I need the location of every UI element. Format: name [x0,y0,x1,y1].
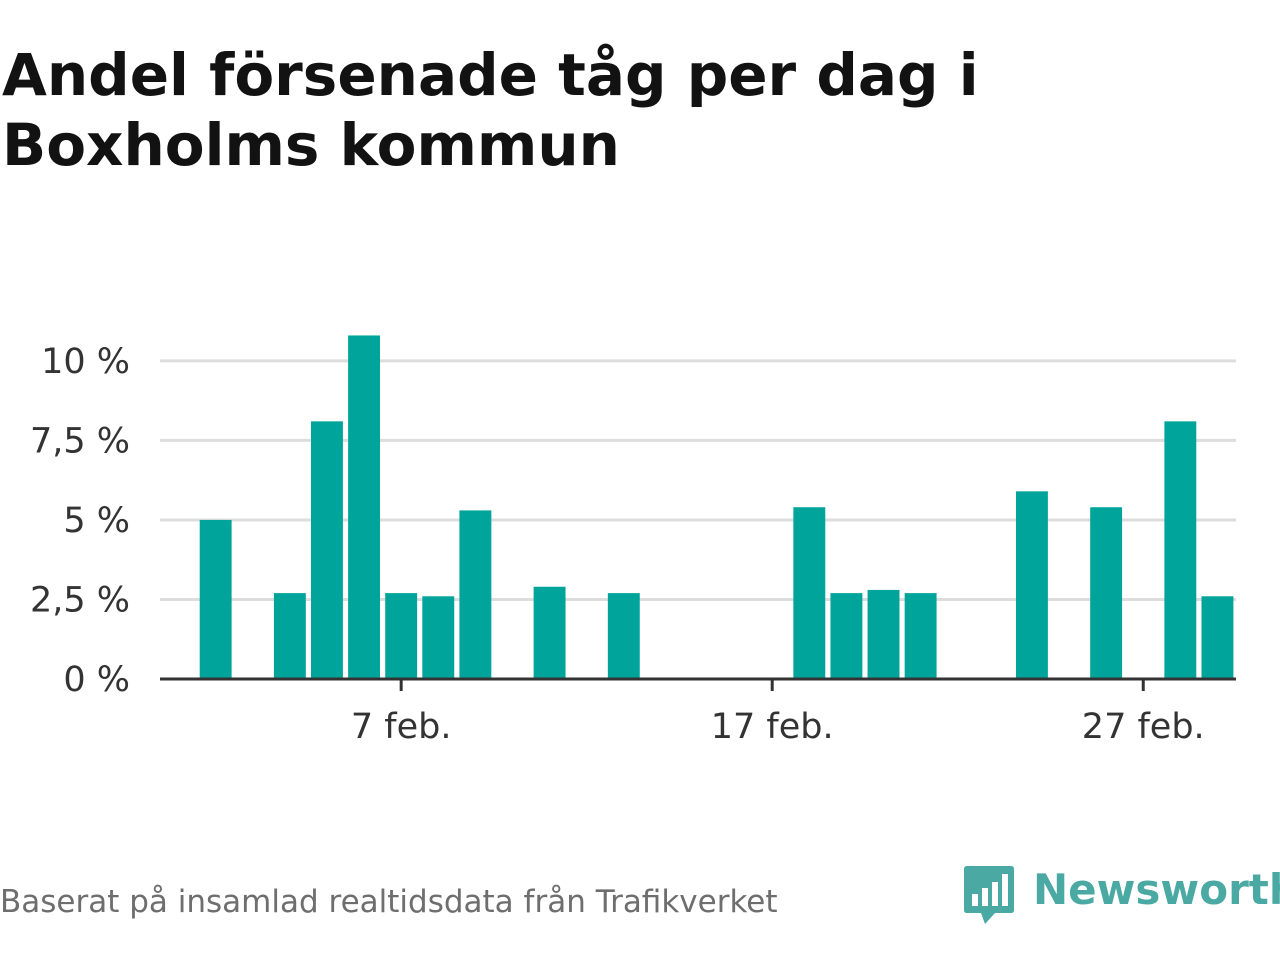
brand-name: Newsworthy [1033,865,1280,914]
bar[interactable] [348,335,381,679]
y-tick-label: 10 % [41,342,130,382]
chart-title: Andel försenade tåg per dag i Boxholms k… [2,41,979,179]
y-tick-label: 2,5 % [30,580,130,620]
bar[interactable] [1090,507,1123,679]
bar[interactable] [311,421,343,679]
bar[interactable] [199,519,232,679]
bar[interactable] [1164,421,1197,679]
bar[interactable] [273,593,306,679]
bar[interactable] [904,593,937,679]
x-tick-label: 7 feb. [351,707,452,747]
x-axis [160,677,1236,691]
bar[interactable] [533,586,566,679]
bar[interactable] [385,593,418,679]
bars [199,335,1234,679]
y-axis-labels: 0 % 2,5 % 5 % 7,5 % 10 % [30,342,130,700]
bar[interactable] [422,596,455,679]
bar[interactable] [459,510,492,679]
bar[interactable] [793,507,826,679]
y-tick-label: 7,5 % [30,421,130,461]
bar[interactable] [830,593,863,679]
bar[interactable] [1201,596,1234,679]
y-tick-label: 0 % [63,660,130,700]
x-tick-label: 27 feb. [1082,707,1205,747]
bar[interactable] [1015,491,1048,679]
y-tick-label: 5 % [63,501,130,541]
bar[interactable] [607,593,640,679]
bar-chart: 0 % 2,5 % 5 % 7,5 % 10 % 7 feb. 17 feb. 27 feb… [30,335,1236,747]
source-note: Baserat på insamlad realtidsdata från Tr… [0,884,778,920]
newsworthy-logo-icon [964,866,1014,924]
x-tick-label: 17 feb. [711,707,834,747]
bar[interactable] [867,589,900,679]
x-axis-labels: 7 feb. 17 feb. 27 feb. [351,707,1205,747]
